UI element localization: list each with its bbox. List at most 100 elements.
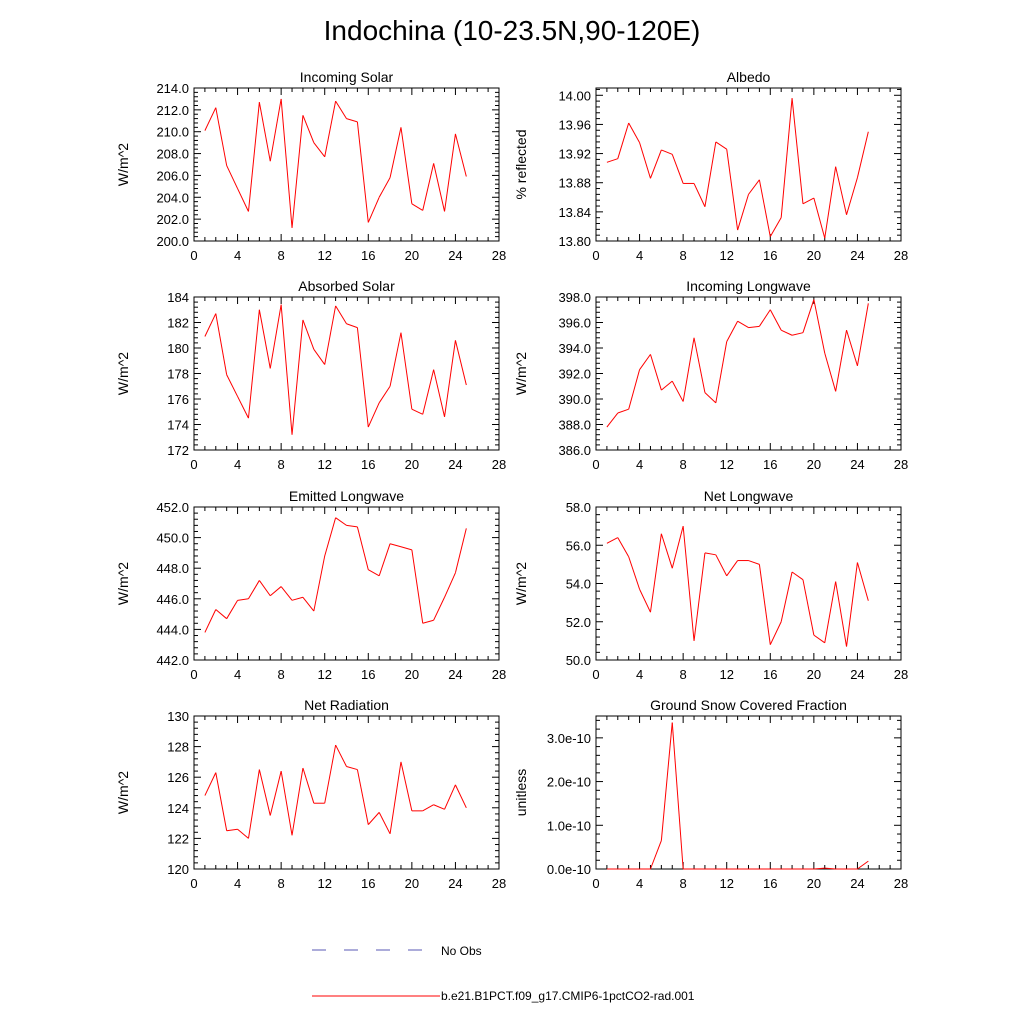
chart-panel-3: Absorbed Solar 0 4 8 12 16 20 24 28 172 174 176 178 1… xyxy=(115,278,506,472)
x-tick-label: 16 xyxy=(361,248,375,263)
chart-title: Net Longwave xyxy=(704,488,794,504)
series-segment xyxy=(748,560,760,565)
plot-frame xyxy=(595,87,902,242)
series-segment xyxy=(313,555,326,612)
series-segment xyxy=(269,304,282,369)
series-segment xyxy=(302,115,315,143)
y-tick-label: 388.0 xyxy=(558,418,591,433)
series-segment xyxy=(237,396,249,419)
x-tick-label: 20 xyxy=(807,248,821,263)
y-tick-label: 50.0 xyxy=(566,653,591,668)
series-segment xyxy=(215,609,228,620)
series-segment xyxy=(204,609,217,633)
x-tick-label: 12 xyxy=(719,876,733,891)
series-segment xyxy=(748,179,760,195)
series-segment xyxy=(378,543,391,577)
y-axis-label: W/m^2 xyxy=(513,562,529,605)
series-segment xyxy=(204,313,217,337)
x-tick-label: 28 xyxy=(492,248,506,263)
series-segment xyxy=(258,102,271,162)
series-segment xyxy=(324,305,337,365)
x-tick-label: 24 xyxy=(448,876,462,891)
legend-label-no-obs: No Obs xyxy=(441,944,482,958)
series-segment xyxy=(454,133,467,177)
y-tick-label: 0.0e-10 xyxy=(547,862,591,877)
series-segment xyxy=(400,761,413,811)
y-tick-label: 210.0 xyxy=(156,125,189,140)
series-segment xyxy=(389,543,402,548)
series-segment xyxy=(258,309,271,369)
series-segment xyxy=(693,552,706,641)
series-segment xyxy=(226,374,239,397)
x-tick-label: 16 xyxy=(763,248,777,263)
series-segment xyxy=(356,121,369,223)
series-1 xyxy=(606,299,869,428)
series-segment xyxy=(302,596,315,612)
x-tick-label: 16 xyxy=(361,667,375,682)
series-segment xyxy=(356,327,369,428)
x-tick-label: 8 xyxy=(278,457,285,472)
x-tick-label: 20 xyxy=(807,457,821,472)
y-tick-label: 3.0e-10 xyxy=(547,731,591,746)
series-segment xyxy=(835,166,848,215)
x-tick-label: 20 xyxy=(405,667,419,682)
y-axis-label: W/m^2 xyxy=(115,143,131,186)
series-segment xyxy=(367,402,380,428)
series-segment xyxy=(628,556,641,590)
y-tick-label: 126 xyxy=(167,770,189,785)
x-tick-label: 24 xyxy=(850,667,864,682)
y-tick-label: 13.84 xyxy=(558,205,591,220)
series-segment xyxy=(737,194,749,231)
series-segment xyxy=(444,340,456,417)
series-segment xyxy=(247,769,260,839)
plot-frame xyxy=(193,296,500,451)
y-tick-label: 448.0 xyxy=(156,561,189,576)
series-segment xyxy=(280,304,293,435)
legend-label-model: b.e21.B1PCT.f09_g17.CMIP6-1pctCO2-rad.00… xyxy=(441,989,695,1003)
x-tick-label: 24 xyxy=(850,248,864,263)
series-1 xyxy=(204,304,467,435)
x-tick-label: 8 xyxy=(278,248,285,263)
y-tick-label: 178 xyxy=(167,367,189,382)
x-tick-label: 0 xyxy=(190,667,197,682)
series-segment xyxy=(400,546,412,551)
series-segment xyxy=(802,197,815,205)
x-tick-label: 24 xyxy=(448,667,462,682)
series-segment xyxy=(606,412,619,428)
series-segment xyxy=(769,217,782,237)
series-segment xyxy=(433,804,445,810)
series-segment xyxy=(335,517,347,526)
y-axis-label: unitless xyxy=(513,769,529,816)
y-tick-label: 122 xyxy=(167,831,189,846)
x-tick-label: 0 xyxy=(190,457,197,472)
x-tick-label: 28 xyxy=(492,667,506,682)
series-segment xyxy=(378,385,391,404)
x-tick-label: 28 xyxy=(894,248,908,263)
plot-frame xyxy=(595,715,902,870)
y-tick-label: 180 xyxy=(167,341,189,356)
series-segment xyxy=(758,309,771,327)
series-segment xyxy=(704,552,716,556)
y-tick-label: 452.0 xyxy=(156,500,189,515)
x-tick-label: 20 xyxy=(405,876,419,891)
series-segment xyxy=(248,580,260,600)
series-segment xyxy=(661,380,673,391)
series-segment xyxy=(737,320,749,329)
x-tick-label: 0 xyxy=(592,457,599,472)
y-tick-label: 390.0 xyxy=(558,392,591,407)
x-tick-label: 16 xyxy=(763,876,777,891)
x-tick-label: 8 xyxy=(680,248,687,263)
x-tick-label: 4 xyxy=(636,667,643,682)
x-tick-label: 24 xyxy=(850,457,864,472)
series-segment xyxy=(617,122,630,159)
series-segment xyxy=(313,348,326,365)
chart-title: Net Radiation xyxy=(304,697,389,713)
series-segment xyxy=(660,722,673,841)
y-tick-label: 392.0 xyxy=(558,367,591,382)
series-segment xyxy=(791,571,804,581)
series-1 xyxy=(606,722,869,870)
plot-frame xyxy=(595,506,902,661)
x-tick-label: 8 xyxy=(680,876,687,891)
series-segment xyxy=(726,560,739,577)
